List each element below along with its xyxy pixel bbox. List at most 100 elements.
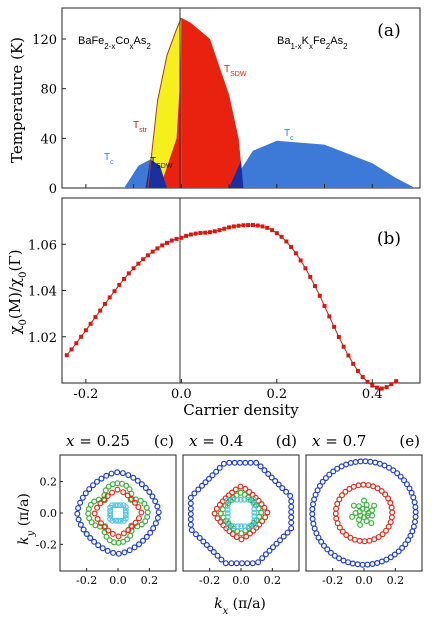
fermi-surface-panel-e: -0.2 0.0 0.2 x = 0.7 (e) (305, 432, 423, 587)
fermi-point (143, 533, 150, 540)
data-point (93, 315, 98, 320)
fermi-point (346, 485, 353, 492)
fermi-point (258, 501, 265, 508)
fermi-point (363, 501, 370, 508)
fermi-point (321, 542, 328, 549)
composition-title: x = 0.4 (189, 432, 243, 450)
data-point (198, 230, 203, 235)
fermi-point (89, 482, 96, 489)
data-point (327, 314, 332, 319)
fermi-point (250, 496, 257, 503)
fermi-point (217, 510, 224, 517)
data-point (303, 266, 308, 271)
x-axis-ticks (85, 184, 421, 188)
x-tick-label: 0.2 (387, 574, 405, 587)
fermi-point (379, 531, 386, 538)
fermi-point (109, 489, 116, 496)
fermi-point (129, 523, 136, 530)
data-point (346, 353, 351, 358)
fermi-point (230, 523, 237, 530)
fermi-point (363, 518, 370, 525)
fermi-point (268, 474, 275, 481)
data-point (394, 379, 399, 384)
fermi-point (246, 488, 253, 495)
fermi-point (91, 498, 98, 505)
fermi-point (288, 514, 295, 521)
fermi-point (247, 530, 254, 537)
fermi-point (255, 559, 262, 566)
fermi-point (368, 520, 375, 527)
fermi-point (188, 527, 195, 534)
data-point (212, 229, 217, 234)
fermi-point (107, 512, 114, 519)
fermi-point (115, 533, 122, 540)
y-tick-label: 1.06 (28, 238, 57, 253)
data-point (188, 232, 193, 237)
fermi-point (187, 516, 194, 523)
fermi-point (224, 513, 231, 520)
fermi-point (287, 492, 294, 499)
fermi-point (144, 513, 151, 520)
fermi-point (243, 533, 250, 540)
fermi-point (336, 524, 343, 531)
fermi-point (99, 545, 106, 552)
fermi-point (213, 505, 220, 512)
fermi-point (150, 525, 157, 532)
fermi-point (378, 488, 385, 495)
panel-frame (182, 454, 300, 572)
fermi-point (114, 502, 121, 509)
y-tick-label: 80 (40, 83, 57, 98)
panel-b-frame (61, 197, 421, 384)
fermi-point (284, 529, 291, 536)
data-point (165, 240, 170, 245)
x-axis-label-b: Carrier density (183, 401, 299, 419)
fermi-point (259, 555, 266, 562)
fermi-point (114, 486, 121, 493)
data-point (169, 238, 174, 243)
data-point (260, 224, 265, 229)
data-point (160, 243, 165, 248)
fermi-point (326, 471, 333, 478)
fermi-point (238, 530, 245, 537)
fermi-point (412, 513, 419, 520)
fermi-point (261, 504, 268, 511)
fermi-point (108, 470, 115, 477)
fermi-point (83, 530, 90, 537)
fermi-point (202, 479, 209, 486)
data-point (217, 228, 222, 233)
fermi-point (272, 478, 279, 485)
fermi-point (387, 554, 394, 561)
fermi-point (109, 517, 116, 524)
data-point (317, 293, 322, 298)
fermi-point (279, 485, 286, 492)
fermi-point (339, 492, 346, 499)
y-tick-label: 1.02 (28, 331, 57, 346)
fermi-point (226, 459, 233, 466)
fermi-point (288, 503, 295, 510)
fermi-point (95, 542, 102, 549)
fermi-point (315, 534, 322, 541)
fermi-point (80, 526, 87, 533)
data-point (145, 253, 150, 258)
fermi-point (241, 496, 248, 503)
data-point (351, 361, 356, 366)
fermi-point (224, 510, 231, 517)
fermi-point (249, 560, 256, 567)
fermi-point (275, 481, 282, 488)
sdw-region-left (159, 17, 182, 189)
data-point (365, 379, 370, 384)
fermi-point (388, 514, 395, 521)
y-tick-label: 0 (49, 182, 57, 197)
fermi-point (225, 523, 232, 530)
data-point (370, 383, 375, 388)
data-point (222, 226, 227, 231)
fermi-point (401, 477, 408, 484)
data-point (136, 261, 141, 266)
fermi-point (147, 529, 154, 536)
fermi-point (386, 464, 393, 471)
x-axis-ticks-b: -0.2 0.0 0.2 0.4 (73, 379, 383, 402)
sc-dome-right (229, 140, 416, 188)
fermi-point (371, 502, 378, 509)
fermi-point (383, 556, 390, 563)
fermi-point (91, 510, 98, 517)
